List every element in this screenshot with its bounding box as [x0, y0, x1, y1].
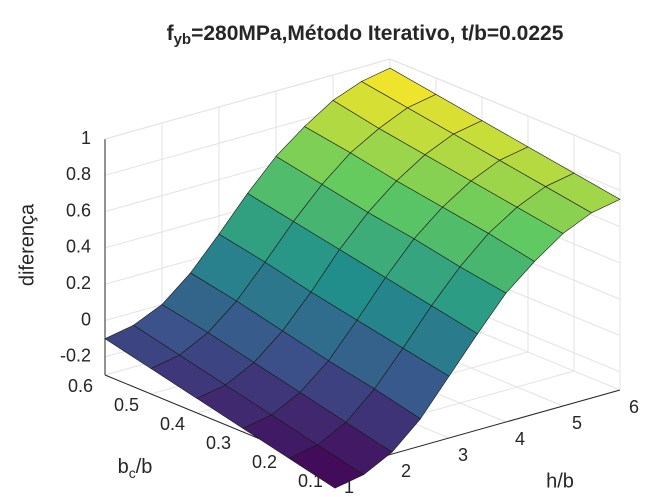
surface-patch: [288, 444, 365, 489]
z-tick-label: 0.4: [66, 237, 91, 257]
z-tick-label: 0.6: [66, 200, 91, 220]
x-tick-label: 6: [629, 397, 639, 417]
title-sub: yb: [174, 31, 192, 48]
y-axis-label: bc/b: [118, 456, 153, 480]
ylabel-main: b: [118, 456, 129, 478]
ylabel-sub: c: [129, 465, 136, 481]
y-tick-label: 0.4: [160, 414, 185, 434]
z-axis-label: diferença: [16, 203, 38, 286]
x-tick-label: 2: [401, 461, 411, 481]
chart-title: fyb=280MPa,Método Iterativo, t/b=0.0225: [167, 22, 564, 48]
box-edge: [104, 58, 391, 140]
y-tick-label: 0.5: [114, 395, 139, 415]
x-tick-label: 4: [515, 429, 525, 449]
z-tick-label: 0.8: [66, 164, 91, 184]
ylabel-rest: /b: [136, 456, 153, 478]
z-tick-label: 1: [81, 128, 91, 148]
z-tick-label: -0.2: [60, 346, 91, 366]
y-tick-label: 0.2: [252, 452, 277, 472]
box-edge: [389, 58, 621, 155]
title-main: f: [167, 22, 175, 45]
x-tick-label: 3: [458, 445, 468, 465]
z-tick-label: 0: [81, 309, 91, 329]
x-axis-label: h/b: [546, 470, 574, 492]
x-tick-label: 5: [572, 413, 582, 433]
x-tick-label: 1: [344, 477, 354, 497]
z-tick-label: 0.2: [66, 273, 91, 293]
title-rest: =280MPa,Método Iterativo, t/b=0.0225: [191, 22, 564, 45]
y-tick-label: 0.6: [68, 376, 93, 396]
y-tick-label: 0.3: [206, 433, 231, 453]
